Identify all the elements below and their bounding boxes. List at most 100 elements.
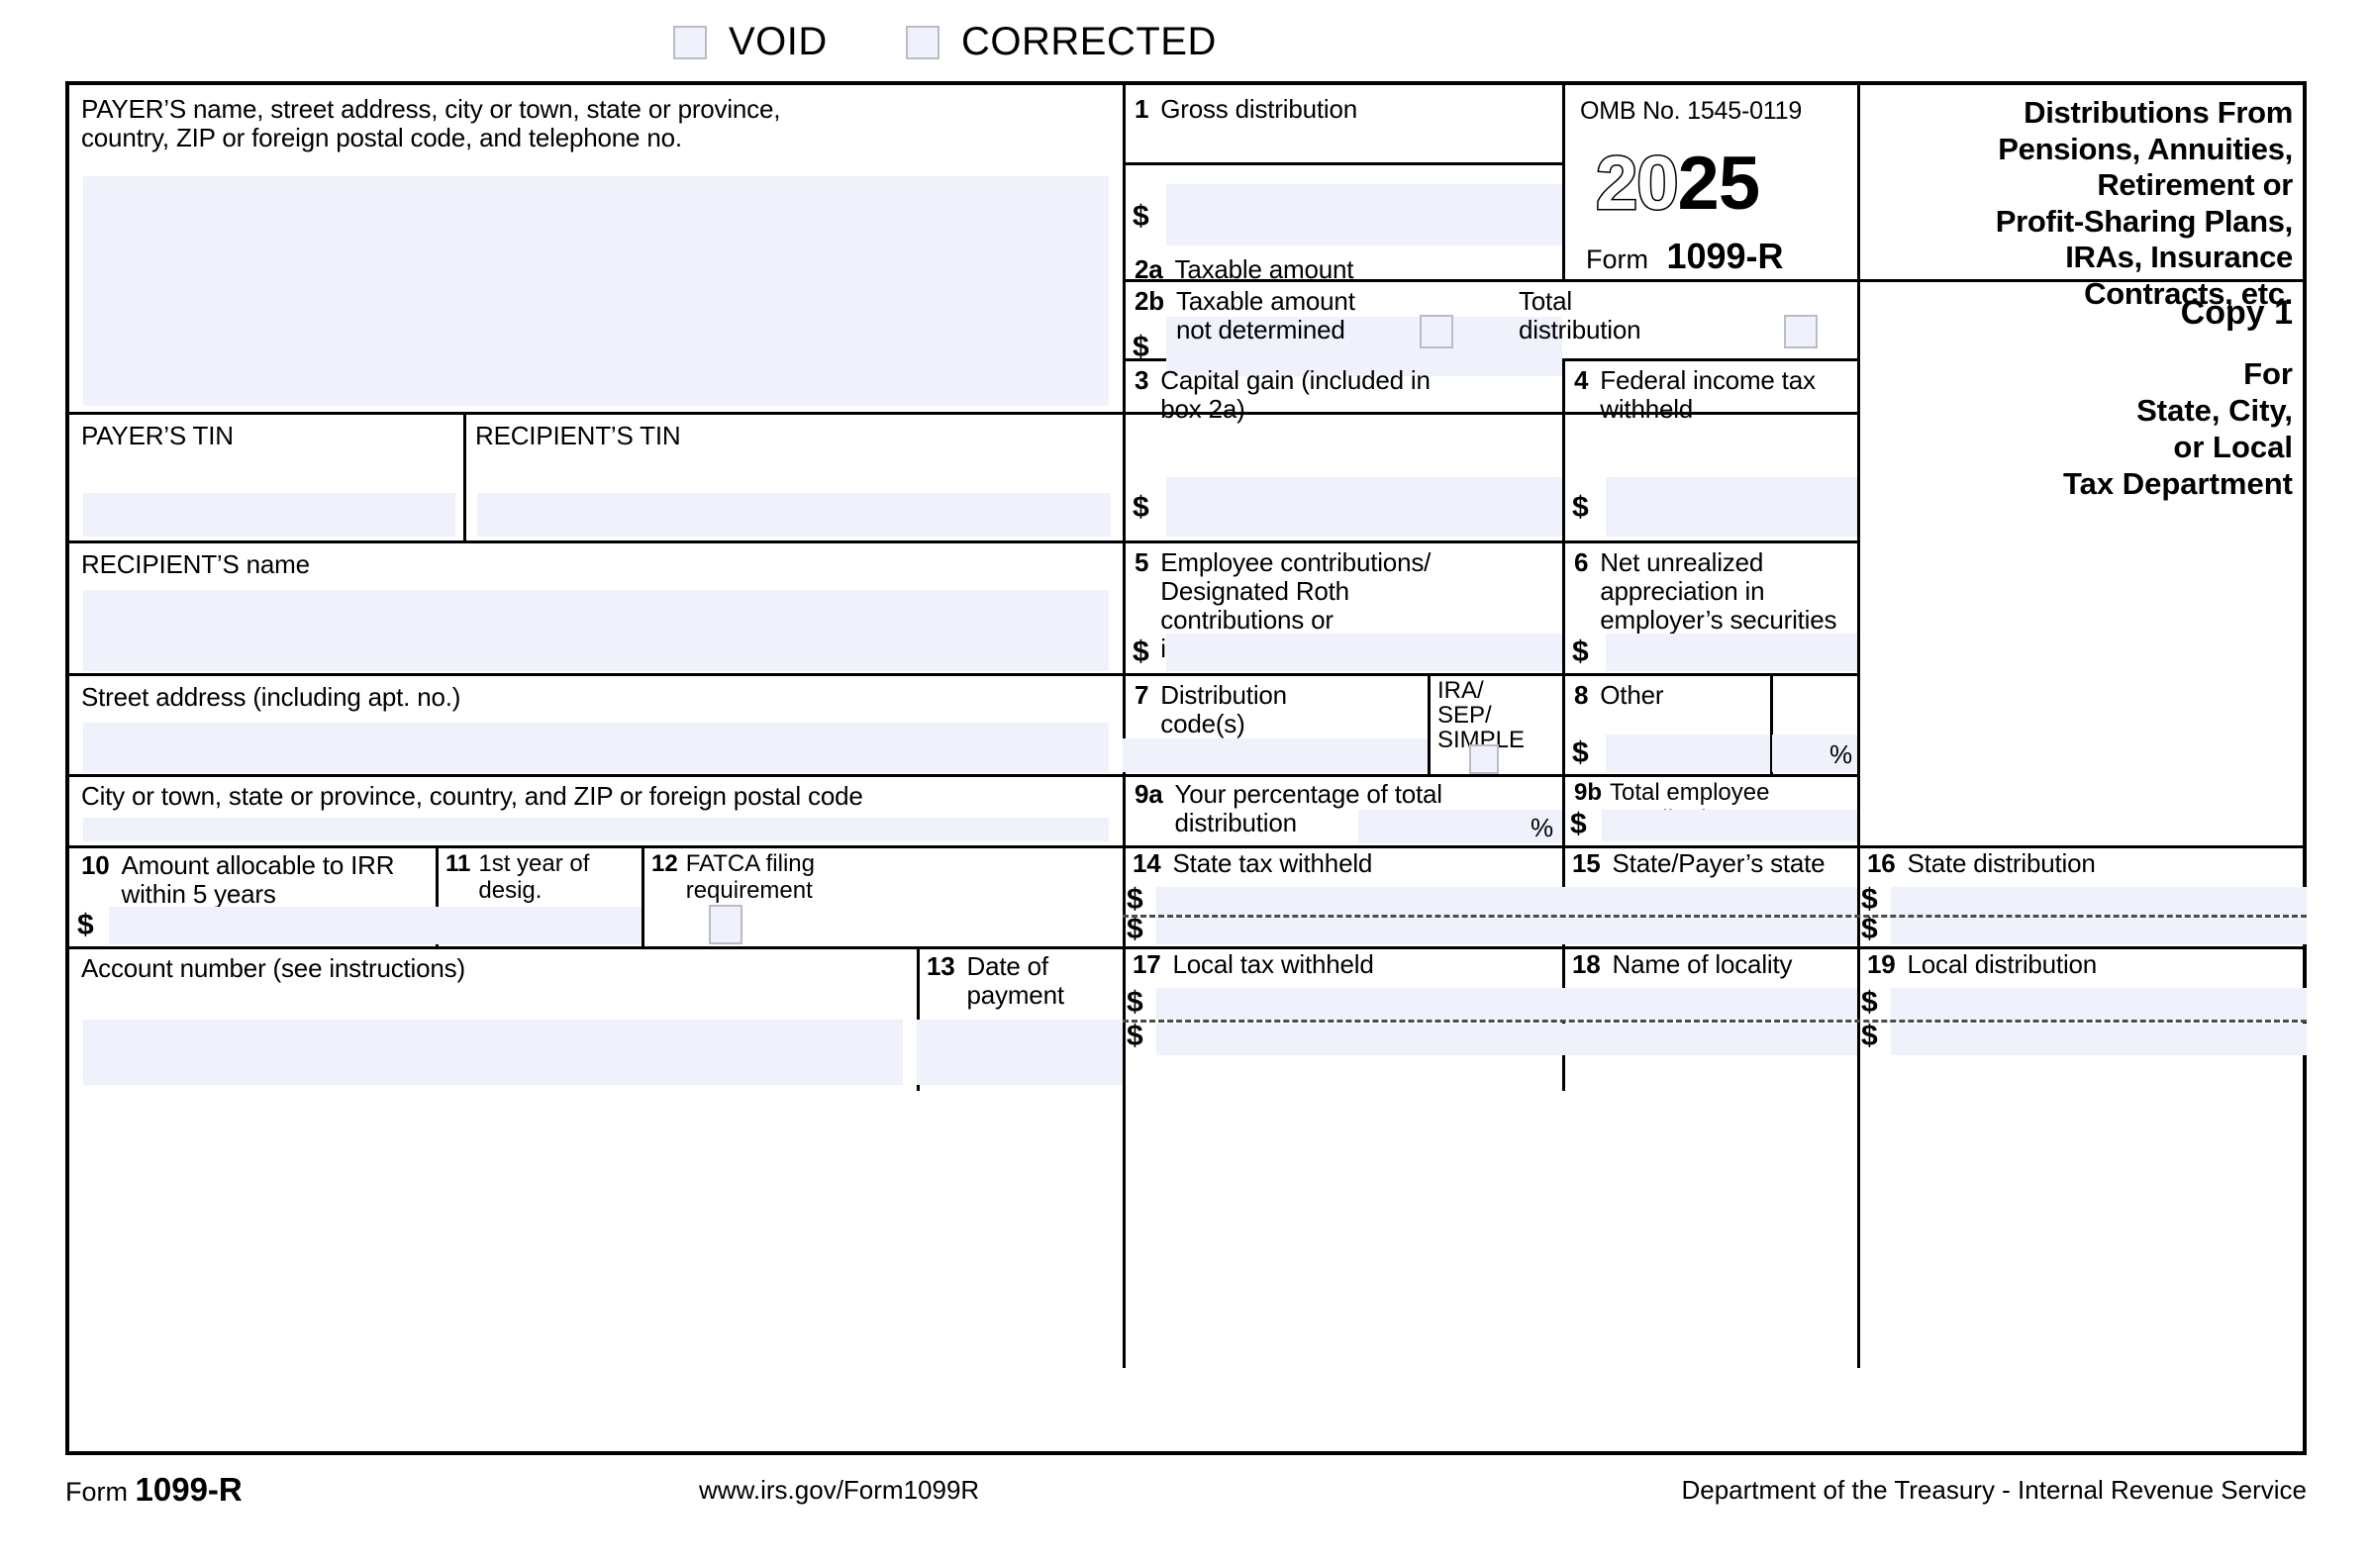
box-1-currency: $ xyxy=(1133,200,1149,233)
box-14-input-row1[interactable] xyxy=(1156,887,1562,915)
rule-b5-b6 xyxy=(1562,540,1565,673)
recipient-name-input[interactable] xyxy=(83,590,1109,671)
box-14-input-row2[interactable] xyxy=(1156,917,1562,944)
box-5: 5 Employee contributions/ Designated Rot… xyxy=(1123,540,1562,673)
box-3: 3 Capital gain (included in box 2a) $ xyxy=(1123,358,1562,540)
rule-under-56 xyxy=(1123,673,1857,676)
box-17-input-row2[interactable] xyxy=(1156,1024,1562,1055)
box-17-currency-row2: $ xyxy=(1127,1020,1143,1052)
box-15-input-row1[interactable] xyxy=(1562,887,1857,915)
box-2b-label: Taxable amount not determined xyxy=(1175,286,1355,345)
payer-name-address-input[interactable] xyxy=(83,176,1109,406)
box-6-input[interactable] xyxy=(1606,634,1857,671)
box-9b: 9b Total employee contributions $ xyxy=(1562,774,1857,845)
box-16-label: State distribution xyxy=(1907,848,2096,878)
payer-tin-input[interactable] xyxy=(83,493,455,537)
box-16: 16 State distribution $ $ xyxy=(1857,845,2307,946)
box-1-input[interactable] xyxy=(1166,184,1562,245)
box-14: 14 State tax withheld $ $ xyxy=(1123,845,1562,946)
rule-under-78 xyxy=(1123,774,1857,777)
box-9b-currency: $ xyxy=(1570,808,1587,840)
void-label: VOID xyxy=(729,20,828,63)
box-13-input[interactable] xyxy=(917,1020,1123,1085)
rule-b15-b16 xyxy=(1857,845,1860,946)
copy-block: Copy 1 For State, City, or Local Tax Dep… xyxy=(1857,279,2307,540)
footer-url[interactable]: www.irs.gov/Form1099R xyxy=(699,1475,980,1505)
box-11-number: 11 xyxy=(445,850,471,877)
box-9b-value-row: $ xyxy=(1562,810,1857,843)
box-16-input-row2[interactable] xyxy=(1891,917,2307,944)
payer-tin-label: PAYER’S TIN xyxy=(81,421,234,450)
box-2a-currency: $ xyxy=(1133,331,1149,363)
box-3-label: Capital gain (included in box 2a) xyxy=(1160,365,1431,425)
box-15: 15 State/Payer’s state no. xyxy=(1562,845,1857,946)
box-2b: 2b Taxable amount not determined Total d… xyxy=(1123,279,1857,358)
box-11-input[interactable] xyxy=(436,907,642,944)
box-13-number: 13 xyxy=(927,951,955,981)
box-14-currency-row1: $ xyxy=(1127,883,1143,916)
box-18-input-row2[interactable] xyxy=(1562,1024,1857,1055)
rule-account-b13 xyxy=(917,946,920,1091)
rule-row-bottom-blocks xyxy=(69,845,2307,848)
ira-sep-simple-checkbox[interactable] xyxy=(1469,744,1499,774)
recipient-tin-input[interactable] xyxy=(477,493,1111,537)
rule-b18-b19 xyxy=(1857,946,1860,1091)
recipient-city-input[interactable] xyxy=(83,818,1109,841)
void-checkbox-group[interactable]: VOID xyxy=(673,20,828,64)
form-number: 1099-R xyxy=(1666,236,1784,276)
payer-tin-block: PAYER’S TIN xyxy=(69,412,463,540)
recipient-street-block: Street address (including apt. no.) xyxy=(69,673,1123,774)
box-16-currency-row2: $ xyxy=(1861,913,1878,945)
form-identifier: Form 1099-R xyxy=(1586,236,1784,277)
box-19-input-row2[interactable] xyxy=(1891,1024,2307,1055)
tax-year: 2025 xyxy=(1595,141,1761,228)
footer-agency: Department of the Treasury - Internal Re… xyxy=(1681,1475,2307,1505)
void-checkbox[interactable] xyxy=(673,25,707,59)
box-16-input-row1[interactable] xyxy=(1891,887,2307,915)
form-title-block: Distributions From Pensions, Annuities, … xyxy=(1857,85,2307,311)
box-2b-total-distribution-checkbox[interactable] xyxy=(1784,315,1818,348)
box-8-number: 8 xyxy=(1574,680,1589,710)
recipient-street-input[interactable] xyxy=(83,723,1109,772)
box-17-number: 17 xyxy=(1133,949,1161,979)
account-number-input[interactable] xyxy=(83,1020,903,1085)
rule-b11-b12 xyxy=(642,845,644,946)
box-10-input[interactable] xyxy=(109,907,436,944)
box-2a-input[interactable] xyxy=(1166,317,1562,376)
box-9a-input[interactable] xyxy=(1358,810,1562,843)
corrected-checkbox[interactable] xyxy=(906,25,939,59)
box-5-value-row: $ xyxy=(1123,634,1562,673)
box-10-currency: $ xyxy=(77,909,94,941)
box-17-label: Local tax withheld xyxy=(1172,949,1374,979)
rule-tin-split xyxy=(463,412,466,540)
box-8-percent-input[interactable] xyxy=(1772,735,1857,772)
box-12-fatca-checkbox[interactable] xyxy=(709,905,742,944)
box-3-input[interactable] xyxy=(1166,477,1562,537)
recipient-street-label: Street address (including apt. no.) xyxy=(81,682,461,712)
recipient-name-label: RECIPIENT’S name xyxy=(81,549,310,579)
corrected-checkbox-group[interactable]: CORRECTED xyxy=(906,20,1217,64)
box-17: 17 Local tax withheld $ $ xyxy=(1123,946,1562,1091)
box-15-input-row2[interactable] xyxy=(1562,917,1857,944)
box-8-input[interactable] xyxy=(1606,735,1770,772)
box-8-value-row: $ % xyxy=(1562,735,1857,774)
rule-left-city xyxy=(69,774,1123,777)
box-17-input-row1[interactable] xyxy=(1156,988,1562,1020)
form-title: Distributions From Pensions, Annuities, … xyxy=(1995,95,2294,311)
box-2b-not-determined-checkbox[interactable] xyxy=(1420,315,1453,348)
box-18-input-row1[interactable] xyxy=(1562,988,1857,1020)
box-13: 13 Date of payment xyxy=(917,946,1123,1091)
form-word: Form xyxy=(1586,245,1648,274)
recipient-tin-block: RECIPIENT’S TIN xyxy=(463,412,1123,540)
box-2a-number: 2a xyxy=(1135,254,1163,284)
box-5-input[interactable] xyxy=(1166,634,1562,671)
box-19-input-row1[interactable] xyxy=(1891,988,2307,1020)
box-9b-input[interactable] xyxy=(1602,810,1857,841)
box-7-input[interactable] xyxy=(1123,738,1428,772)
box-4-input[interactable] xyxy=(1606,477,1857,537)
box-8: 8 Other $ % xyxy=(1562,673,1857,774)
box-1-value-row: $ xyxy=(1123,184,1562,247)
rule-row-tin xyxy=(69,412,1857,415)
box-16-currency-row1: $ xyxy=(1861,883,1878,916)
